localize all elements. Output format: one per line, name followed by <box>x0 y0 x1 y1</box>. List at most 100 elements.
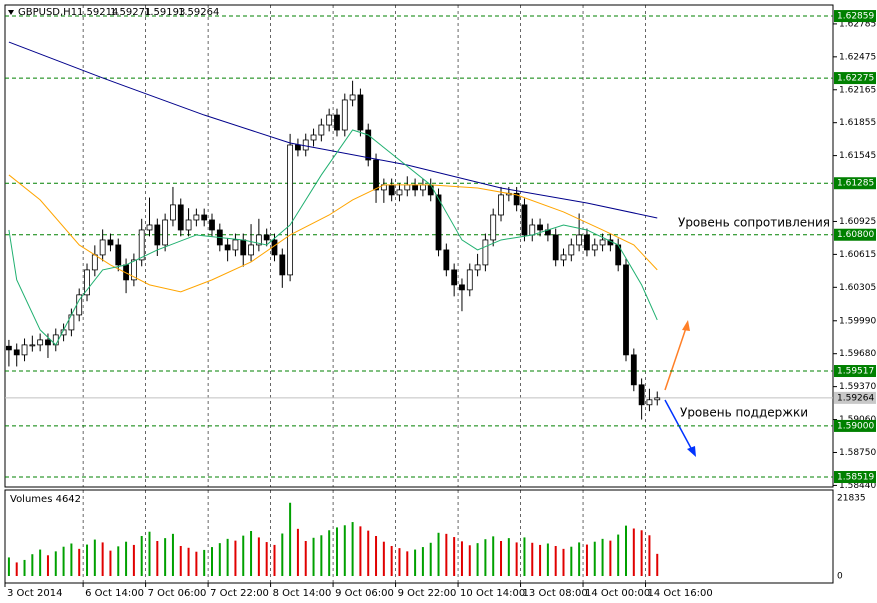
candle-body <box>427 184 434 196</box>
y-tick-label: 1.58440 <box>839 481 876 491</box>
candle-body <box>638 384 645 406</box>
candle-body <box>521 204 528 236</box>
candle-body <box>310 134 317 141</box>
volume-tick-label: 21835 <box>837 494 866 504</box>
candle-body <box>365 129 372 161</box>
candle-body <box>326 114 333 126</box>
candle-body <box>248 244 254 256</box>
candle-body <box>287 144 294 276</box>
quote-open: 1.59214 <box>77 7 118 18</box>
candle-body <box>177 204 184 231</box>
level-label-bg <box>834 228 876 241</box>
x-tick-label: 14 Oct 16:00 <box>648 588 713 599</box>
candle-body <box>451 269 458 286</box>
candle-body <box>279 254 286 276</box>
candle-body <box>513 192 520 206</box>
candle-body <box>209 219 215 231</box>
y-tick-label: 1.60305 <box>839 283 876 293</box>
candle-body <box>435 194 442 251</box>
quote-low: 1.59193 <box>144 7 185 18</box>
candle-body <box>295 144 301 151</box>
level-label-bg <box>834 177 876 190</box>
candle-body <box>13 349 20 356</box>
candle-body <box>568 244 575 256</box>
symbol: GBPUSD,H1 <box>18 7 77 18</box>
moving-average <box>8 129 658 346</box>
candle-body <box>466 269 473 291</box>
candle-body <box>193 214 200 221</box>
candle-body <box>263 234 270 241</box>
candle-body <box>388 184 395 196</box>
volume-frame <box>4 489 834 584</box>
level-label-bg <box>834 419 876 432</box>
candle-body <box>654 397 661 401</box>
y-tick-label: 1.61855 <box>839 118 876 128</box>
candle-body <box>349 94 356 101</box>
volume-tick-label: 0 <box>837 572 843 582</box>
candle-body <box>412 184 418 191</box>
candle-body <box>21 344 28 356</box>
candle-body <box>576 234 583 246</box>
candle-body <box>154 224 161 246</box>
menu-triangle <box>8 10 14 15</box>
candle-body <box>138 229 145 261</box>
candle-body <box>599 239 606 246</box>
candle-body <box>162 219 169 246</box>
level-label: 1.60800 <box>837 230 874 240</box>
level-label: 1.62859 <box>837 12 874 22</box>
candle-body <box>224 244 231 251</box>
main-frame <box>4 4 834 488</box>
candle-body <box>443 249 450 271</box>
level-label: 1.59000 <box>837 421 874 431</box>
y-tick-label: 1.62785 <box>839 19 876 29</box>
x-tick-label: 3 Oct 2014 <box>7 588 62 599</box>
level-label-bg <box>834 471 876 484</box>
candle-body <box>146 224 153 231</box>
candle-body <box>302 139 309 151</box>
candle-body <box>373 159 379 191</box>
candle-body <box>29 344 36 347</box>
x-tick-label: 8 Oct 14:00 <box>273 588 332 599</box>
candle-body <box>107 239 114 246</box>
candle-body <box>584 234 590 251</box>
x-tick-label: 6 Oct 14:00 <box>85 588 144 599</box>
candle-body <box>6 345 12 351</box>
candle-body <box>646 399 653 406</box>
candle-body <box>201 214 208 221</box>
level-label: 1.58519 <box>837 473 874 483</box>
candle-body <box>255 234 262 246</box>
y-tick-label: 1.61545 <box>839 151 876 161</box>
candle-body <box>591 244 598 251</box>
current-price-label: 1.59264 <box>837 393 874 403</box>
level-label-bg <box>834 10 876 23</box>
candle-body <box>482 239 489 266</box>
x-tick-label: 10 Oct 14:00 <box>460 588 525 599</box>
current-price-bg <box>834 391 876 404</box>
x-tick-label: 7 Oct 06:00 <box>148 588 207 599</box>
candle-body <box>474 264 481 271</box>
x-tick-label: 9 Oct 06:00 <box>335 588 394 599</box>
candle-body <box>490 214 497 241</box>
candle-body <box>357 94 364 131</box>
quote-high: 1.59271 <box>110 7 151 18</box>
candle-body <box>185 219 192 231</box>
candle-body <box>334 114 340 131</box>
candle-body <box>45 339 51 346</box>
x-tick-label: 13 Oct 08:00 <box>523 588 588 599</box>
y-tick-label: 1.60615 <box>839 250 876 260</box>
candle-body <box>130 259 137 281</box>
quote-close: 1.59264 <box>178 7 219 18</box>
candle-body <box>498 194 504 216</box>
candle-body <box>404 184 411 191</box>
candle-body <box>623 264 629 356</box>
candle-body <box>420 184 426 191</box>
candle-body <box>115 244 122 266</box>
y-tick-label: 1.59370 <box>839 382 876 392</box>
y-tick-label: 1.59990 <box>839 316 876 326</box>
y-tick-label: 1.60925 <box>839 217 876 227</box>
candle-body <box>560 254 567 261</box>
candle-body <box>91 254 98 271</box>
candle-body <box>84 269 90 296</box>
candle-body <box>240 239 247 256</box>
